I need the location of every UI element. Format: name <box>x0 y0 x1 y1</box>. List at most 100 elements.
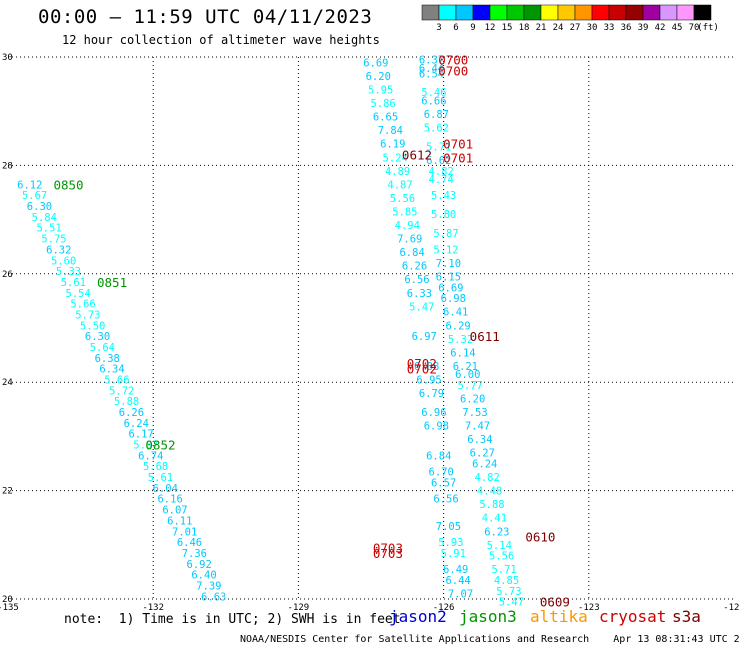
footer-note: note: 1) Time is in UTC; 2) SWH is in fe… <box>64 612 401 627</box>
legend-label: 27 <box>570 23 581 33</box>
data-point: 6.79 <box>419 388 444 400</box>
data-point: 6.44 <box>445 575 470 587</box>
data-point: 5.88 <box>479 499 504 511</box>
time-label: 0703 <box>373 546 403 561</box>
page-subtitle: 12 hour collection of altimeter wave hei… <box>62 33 380 47</box>
data-point: 5.32 <box>448 334 473 346</box>
data-point: 7.47 <box>465 421 490 433</box>
data-point: 5.50 <box>80 320 105 332</box>
data-point: 6.34 <box>467 434 492 446</box>
legend-swatch <box>693 4 712 21</box>
data-point: 6.30 <box>85 331 110 343</box>
data-point: 6.57 <box>431 477 456 489</box>
legend-label: 30 <box>587 23 598 33</box>
data-point: 6.41 <box>443 307 468 319</box>
footer-credit: NOAA/NESDIS Center for Satellite Applica… <box>240 634 740 645</box>
data-point: 6.96 <box>421 407 446 419</box>
data-point: 6.40 <box>191 570 216 582</box>
data-point: 5.46 <box>421 87 446 99</box>
data-point: 6.97 <box>412 331 437 343</box>
data-point: 5.12 <box>433 244 458 256</box>
legend-swatch <box>506 4 525 21</box>
y-tick-label: 24 <box>2 378 13 388</box>
y-tick-label: 22 <box>2 487 13 497</box>
data-point: 6.44 <box>419 63 444 75</box>
data-point: 6.24 <box>124 418 149 430</box>
data-point: 6.11 <box>167 515 192 527</box>
data-point: 6.84 <box>399 247 424 259</box>
page-title: 00:00 — 11:59 UTC 04/11/2023 <box>38 6 373 28</box>
data-point: 7.07 <box>448 589 473 601</box>
data-point: 6.92 <box>187 559 212 571</box>
data-point: 4.74 <box>429 174 454 186</box>
legend-label: 12 <box>485 23 496 33</box>
data-point: 6.49 <box>443 564 468 576</box>
time-label: 0702 <box>407 362 437 377</box>
legend-swatch <box>438 4 457 21</box>
legend-label: 21 <box>536 23 547 33</box>
data-point: 6.54 <box>419 68 444 80</box>
data-point: 5.77 <box>458 380 483 392</box>
data-point: 7.36 <box>182 548 207 560</box>
legend-satellite-jason3: jason3 <box>459 607 517 626</box>
legend-label: 45 <box>672 23 683 33</box>
legend-swatch <box>455 4 474 21</box>
data-point: 6.12 <box>17 179 42 191</box>
data-point: 6.70 <box>429 467 454 479</box>
data-point: 7.39 <box>196 580 221 592</box>
data-point: 5.71 <box>426 141 451 153</box>
time-label: 0609 <box>540 595 570 610</box>
legend-satellite-altika: altika <box>530 607 588 626</box>
time-label: 0700 <box>438 53 468 68</box>
x-tick-label: -129 <box>288 603 310 613</box>
time-label: 0611 <box>470 329 500 344</box>
time-label: 0702 <box>407 356 437 371</box>
data-point: 5.84 <box>32 212 57 224</box>
data-point: 6.19 <box>380 139 405 151</box>
data-point: 6.63 <box>201 591 226 603</box>
data-point: 5.24 <box>383 152 408 164</box>
x-tick-label: -135 <box>0 603 19 613</box>
data-point: 7.01 <box>172 526 197 538</box>
legend-label: 3 <box>436 23 441 33</box>
data-point: 7.05 <box>436 521 461 533</box>
data-point: 4.82 <box>475 472 500 484</box>
data-point: 6.98 <box>441 293 466 305</box>
data-point: 4.82 <box>429 166 454 178</box>
legend-swatch <box>557 4 576 21</box>
data-point: 6.98 <box>424 421 449 433</box>
data-point: 6.32 <box>46 244 71 256</box>
legend-label: 33 <box>604 23 615 33</box>
data-point: 6.74 <box>138 450 163 462</box>
data-point: 5.87 <box>433 228 458 240</box>
data-point: 6.16 <box>157 494 182 506</box>
data-point: 5.56 <box>390 193 415 205</box>
legend-satellite-jason2: jason2 <box>389 607 447 626</box>
data-point: 7.69 <box>397 234 422 246</box>
data-point: 5.66 <box>70 299 95 311</box>
data-point: 5.51 <box>36 223 61 235</box>
time-label: 0700 <box>438 64 468 79</box>
legend-label: 39 <box>638 23 649 33</box>
data-point: 7.84 <box>378 125 403 137</box>
data-point: 5.68 <box>143 461 168 473</box>
legend-swatch <box>540 4 559 21</box>
data-point: 4.94 <box>395 220 420 232</box>
data-point: 5.95 <box>368 85 393 97</box>
legend-satellite-cryosat: cryosat <box>599 607 667 626</box>
data-point: 6.62 <box>426 155 451 167</box>
data-point: 6.95 <box>416 374 441 386</box>
data-point: 5.61 <box>148 472 173 484</box>
data-point: 6.15 <box>436 272 461 284</box>
data-point: 6.24 <box>472 459 497 471</box>
data-point: 6.56 <box>404 274 429 286</box>
data-point: 7.10 <box>436 258 461 270</box>
data-point: 6.00 <box>455 369 480 381</box>
legend-label: 36 <box>621 23 632 33</box>
data-point: 6.21 <box>453 361 478 373</box>
legend-swatch <box>421 4 440 21</box>
time-label: 0701 <box>443 150 473 165</box>
data-point: 5.93 <box>438 537 463 549</box>
legend-swatch <box>489 4 508 21</box>
legend-swatch <box>608 4 627 21</box>
